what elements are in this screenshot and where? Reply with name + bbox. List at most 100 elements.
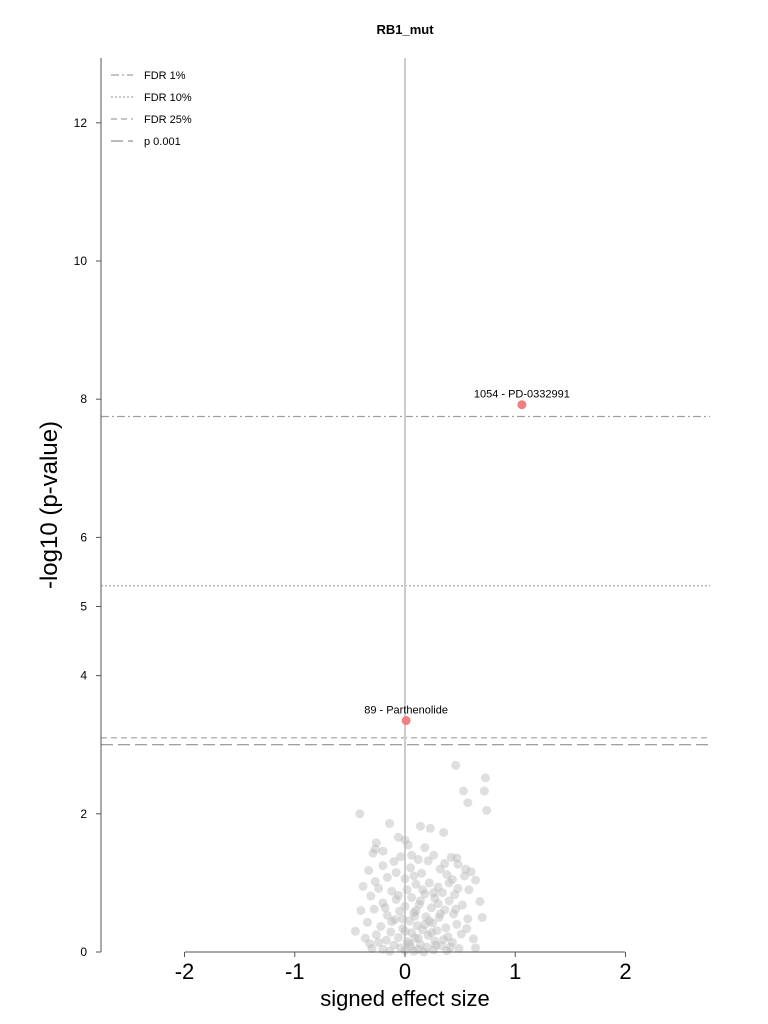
data-point [400, 946, 410, 956]
data-point [378, 898, 388, 908]
data-point [423, 930, 433, 940]
data-point [437, 888, 447, 898]
data-point [453, 883, 463, 893]
data-point [368, 848, 378, 858]
data-point [413, 944, 423, 954]
data-point [364, 865, 374, 875]
legend-label-2: FDR 25% [144, 114, 192, 126]
data-point [396, 943, 406, 953]
data-point [468, 934, 478, 944]
data-point [407, 928, 417, 938]
data-point [417, 868, 427, 878]
y-tick-label: 6 [80, 530, 87, 544]
y-axis-label: -log10 (p-value) [36, 421, 63, 589]
data-point [453, 859, 463, 869]
data-point [452, 853, 462, 863]
data-point [404, 916, 414, 926]
data-point [393, 932, 403, 942]
data-point [365, 939, 375, 949]
data-point [440, 905, 450, 915]
data-point [370, 844, 380, 854]
data-point [398, 914, 408, 924]
data-point [420, 843, 430, 853]
data-point [439, 935, 449, 945]
data-point [409, 871, 419, 881]
data-point [466, 867, 476, 877]
data-point [409, 908, 419, 918]
data-point [446, 852, 456, 862]
data-point [370, 877, 380, 887]
data-point [409, 946, 419, 956]
data-point [350, 926, 360, 936]
data-point [387, 917, 397, 927]
data-point [442, 946, 452, 956]
y-ticks: 0 2 4 5 6 8 10 12 [74, 116, 101, 959]
data-point [429, 888, 439, 898]
data-point [378, 846, 388, 856]
data-point [430, 936, 440, 946]
data-point [447, 874, 457, 884]
data-point [385, 818, 395, 828]
data-point [411, 879, 421, 889]
legend-label-3: p 0.001 [144, 136, 181, 148]
data-point [435, 864, 445, 874]
data-point [407, 892, 417, 902]
data-point [400, 874, 410, 884]
data-point [400, 926, 410, 936]
data-point [447, 937, 457, 947]
data-point [460, 871, 470, 881]
y-tick-label: 10 [74, 254, 88, 268]
data-point [441, 923, 451, 933]
y-tick-label: 4 [80, 669, 87, 683]
y-tick-label: 12 [74, 116, 88, 130]
data-point [464, 885, 474, 895]
data-point [374, 937, 384, 947]
data-point [444, 896, 454, 906]
data-point [475, 897, 485, 907]
data-point [420, 919, 430, 929]
y-tick-label: 8 [80, 392, 87, 406]
data-point [482, 805, 492, 815]
data-point [433, 882, 443, 892]
data-point [400, 901, 410, 911]
data-point [463, 914, 473, 924]
data-point [386, 927, 396, 937]
highlighted-points: 1054 - PD-0332991 89 - Parthenolide [364, 389, 570, 726]
data-point [442, 870, 452, 880]
data-point [406, 941, 416, 951]
data-point [381, 935, 391, 945]
data-point [404, 939, 414, 949]
data-point [425, 823, 435, 833]
chart-title: RB1_mut [376, 22, 434, 37]
legend-label-1: FDR 10% [144, 92, 192, 104]
data-point [443, 932, 453, 942]
data-point [422, 942, 432, 952]
highlight-point-0 [517, 400, 527, 410]
data-point [445, 942, 455, 952]
x-tick-label: -1 [285, 959, 305, 984]
data-point [407, 850, 417, 860]
data-point [429, 850, 439, 860]
data-point [402, 885, 412, 895]
data-point [411, 906, 421, 916]
x-ticks: -2 -1 0 1 2 [175, 952, 632, 984]
data-point [454, 944, 464, 954]
legend-label-0: FDR 1% [144, 70, 186, 82]
data-point [432, 926, 442, 936]
data-point [415, 939, 425, 949]
data-point [471, 943, 481, 953]
data-point [414, 899, 424, 909]
data-point [461, 864, 471, 874]
data-points [350, 760, 492, 957]
data-point [367, 944, 377, 954]
data-point [423, 856, 433, 866]
y-tick-label: 2 [80, 807, 87, 821]
data-point [457, 900, 467, 910]
data-point [394, 906, 404, 916]
data-point [412, 921, 422, 931]
data-point [402, 937, 412, 947]
data-point [374, 883, 384, 893]
data-point [396, 852, 406, 862]
data-point [424, 916, 434, 926]
data-point [449, 909, 459, 919]
